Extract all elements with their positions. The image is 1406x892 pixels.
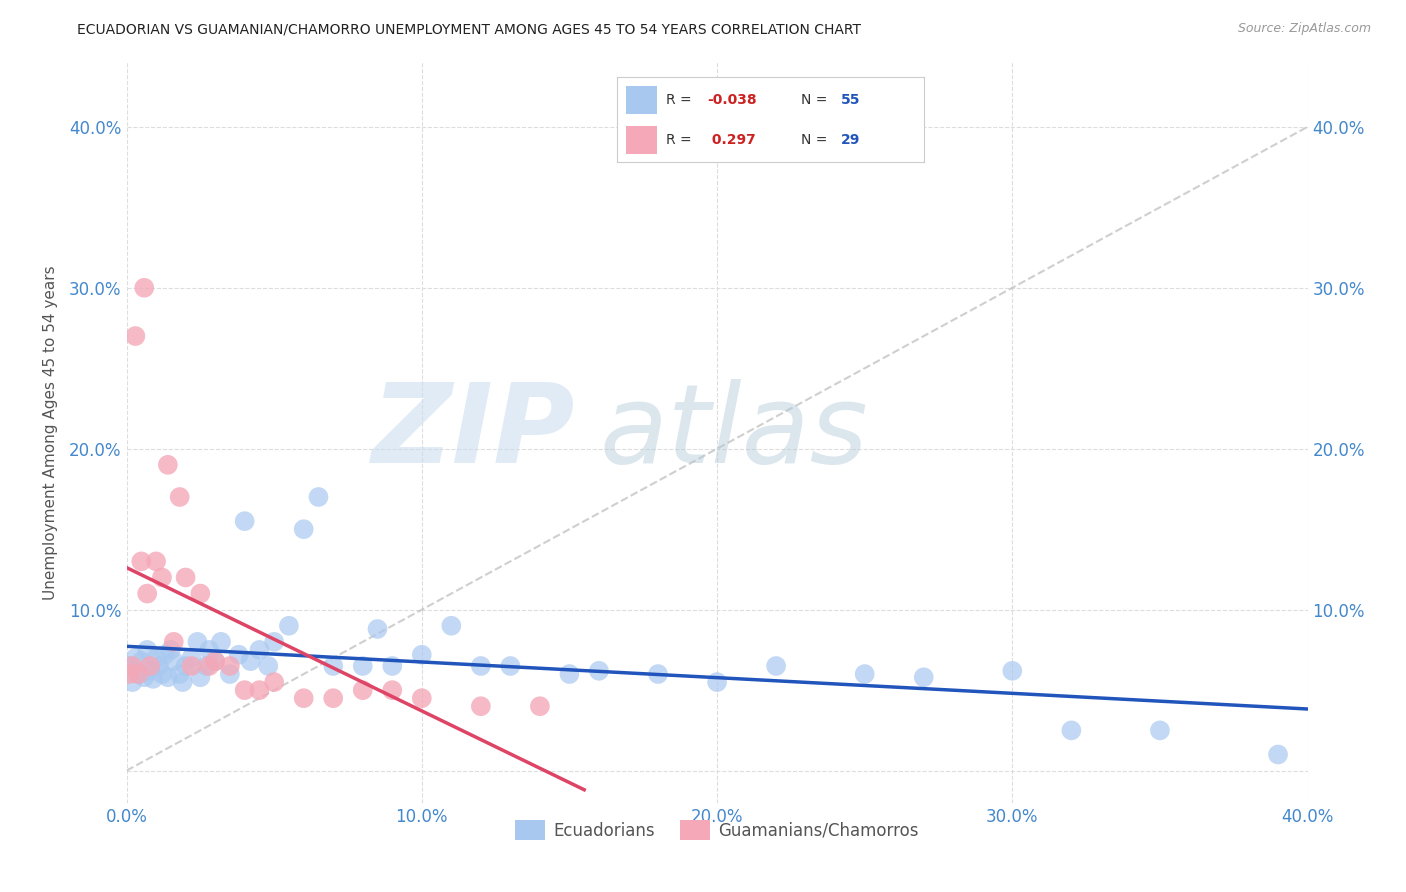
Point bbox=[148, 659, 170, 673]
Point bbox=[169, 667, 191, 681]
Point bbox=[411, 648, 433, 662]
Text: ZIP: ZIP bbox=[371, 379, 575, 486]
Point bbox=[853, 667, 876, 681]
Point bbox=[219, 659, 242, 673]
Point bbox=[647, 667, 669, 681]
Point bbox=[172, 675, 194, 690]
Point bbox=[145, 554, 167, 568]
Point bbox=[249, 643, 271, 657]
Point bbox=[529, 699, 551, 714]
Point bbox=[257, 659, 280, 673]
Point bbox=[169, 490, 191, 504]
Point bbox=[263, 675, 285, 690]
Point bbox=[134, 670, 156, 684]
Point bbox=[219, 667, 242, 681]
Point bbox=[160, 643, 183, 657]
Y-axis label: Unemployment Among Ages 45 to 54 years: Unemployment Among Ages 45 to 54 years bbox=[44, 265, 58, 600]
Point bbox=[1267, 747, 1289, 762]
Point bbox=[292, 691, 315, 706]
Point bbox=[124, 329, 146, 343]
Point bbox=[233, 514, 256, 528]
Point bbox=[150, 570, 173, 584]
Point bbox=[163, 654, 186, 668]
Point bbox=[198, 643, 221, 657]
Point bbox=[470, 699, 492, 714]
Point bbox=[204, 654, 226, 668]
Point bbox=[163, 635, 186, 649]
Point bbox=[127, 667, 149, 681]
Point bbox=[156, 458, 179, 472]
Point bbox=[121, 675, 143, 690]
Point bbox=[499, 659, 522, 673]
Text: atlas: atlas bbox=[599, 379, 868, 486]
Point bbox=[118, 667, 141, 681]
Point bbox=[139, 659, 162, 673]
Point bbox=[292, 522, 315, 536]
Text: Source: ZipAtlas.com: Source: ZipAtlas.com bbox=[1237, 22, 1371, 36]
Point bbox=[263, 635, 285, 649]
Point bbox=[174, 659, 197, 673]
Point bbox=[142, 672, 165, 686]
Point bbox=[134, 281, 156, 295]
Point bbox=[381, 659, 404, 673]
Point bbox=[322, 659, 344, 673]
Point bbox=[558, 667, 581, 681]
Point bbox=[352, 683, 374, 698]
Point bbox=[411, 691, 433, 706]
Point bbox=[322, 691, 344, 706]
Point bbox=[150, 667, 173, 681]
Point bbox=[204, 654, 226, 668]
Point bbox=[195, 659, 218, 673]
Point bbox=[1060, 723, 1083, 738]
Point bbox=[1149, 723, 1171, 738]
Point bbox=[174, 570, 197, 584]
Point bbox=[209, 635, 232, 649]
Point bbox=[180, 659, 202, 673]
Point bbox=[180, 651, 202, 665]
Point bbox=[588, 664, 610, 678]
Point bbox=[228, 648, 250, 662]
Point bbox=[198, 659, 221, 673]
Point bbox=[153, 648, 176, 662]
Point bbox=[470, 659, 492, 673]
Point bbox=[352, 659, 374, 673]
Point bbox=[308, 490, 330, 504]
Point bbox=[440, 619, 463, 633]
Point bbox=[121, 659, 143, 673]
Point bbox=[156, 670, 179, 684]
Legend: Ecuadorians, Guamanians/Chamorros: Ecuadorians, Guamanians/Chamorros bbox=[509, 814, 925, 847]
Point bbox=[145, 651, 167, 665]
Point bbox=[136, 586, 159, 600]
Point bbox=[249, 683, 271, 698]
Point bbox=[139, 664, 162, 678]
Point bbox=[186, 635, 208, 649]
Point bbox=[278, 619, 301, 633]
Point bbox=[127, 667, 149, 681]
Point bbox=[239, 654, 262, 668]
Point bbox=[381, 683, 404, 698]
Point bbox=[129, 654, 153, 668]
Point bbox=[1001, 664, 1024, 678]
Point bbox=[367, 622, 389, 636]
Point bbox=[129, 554, 153, 568]
Point bbox=[136, 643, 159, 657]
Point bbox=[912, 670, 935, 684]
Point bbox=[765, 659, 787, 673]
Point bbox=[124, 651, 146, 665]
Point bbox=[188, 586, 212, 600]
Point bbox=[706, 675, 728, 690]
Text: ECUADORIAN VS GUAMANIAN/CHAMORRO UNEMPLOYMENT AMONG AGES 45 TO 54 YEARS CORRELAT: ECUADORIAN VS GUAMANIAN/CHAMORRO UNEMPLO… bbox=[77, 22, 862, 37]
Point bbox=[233, 683, 256, 698]
Point bbox=[188, 670, 212, 684]
Point bbox=[118, 659, 141, 673]
